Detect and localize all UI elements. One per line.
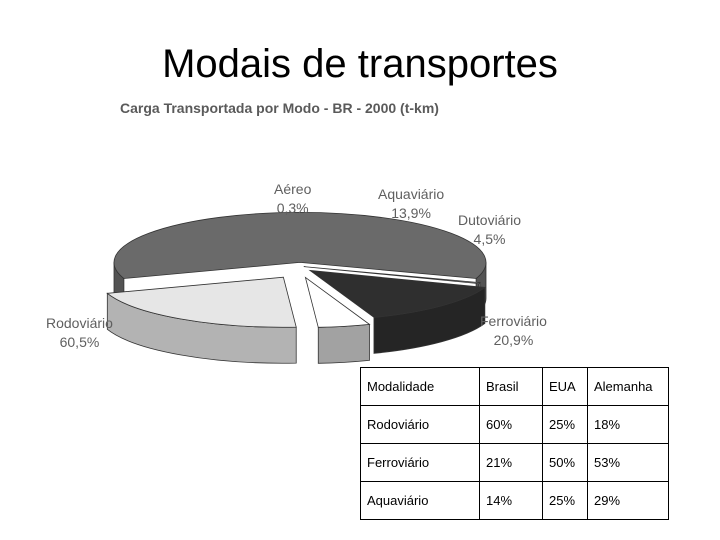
label-ferroviario: Ferroviário 20,9% xyxy=(480,312,547,350)
table-cell: 14% xyxy=(479,481,543,520)
table-header-cell: Modalidade xyxy=(360,367,480,406)
label-rodoviario: Rodoviário 60,5% xyxy=(46,314,113,352)
pie-slice-side xyxy=(317,323,370,364)
label-aquaviario-name: Aquaviário xyxy=(378,186,445,202)
table-row: Rodoviário 60% 25% 18% xyxy=(360,405,669,444)
table-cell: 60% xyxy=(479,405,543,444)
table-cell: Ferroviário xyxy=(360,443,480,482)
label-aquaviario: Aquaviário 13,9% xyxy=(378,185,444,223)
label-ferroviario-value: 20,9% xyxy=(493,332,534,348)
pie-slice-ferroviario xyxy=(106,276,297,364)
label-rodoviario-value: 60,5% xyxy=(59,334,100,350)
label-dutoviario-name: Dutoviário xyxy=(458,212,522,228)
label-aquaviario-value: 13,9% xyxy=(391,205,431,221)
pie-slice-top xyxy=(304,276,371,328)
pie-slice-top xyxy=(106,276,297,328)
table-header-cell: Brasil xyxy=(479,367,543,406)
table-row: Aquaviário 14% 25% 29% xyxy=(360,481,669,520)
pie-slice-top xyxy=(303,266,481,285)
table-header-row: Modalidade Brasil EUA Alemanha xyxy=(360,367,669,406)
table-cell: 18% xyxy=(587,405,669,444)
label-ferroviario-name: Ferroviário xyxy=(480,313,547,329)
table-header-cell: Alemanha xyxy=(587,367,669,406)
table-row: Ferroviário 21% 50% 53% xyxy=(360,443,669,482)
label-dutoviario: Dutoviário 4,5% xyxy=(458,211,521,249)
comparison-table: Modalidade Brasil EUA Alemanha Rodoviári… xyxy=(360,367,669,520)
table-cell: 50% xyxy=(542,443,588,482)
table-cell: 25% xyxy=(542,481,588,520)
table-cell: 53% xyxy=(587,443,669,482)
chart-title: Carga Transportada por Modo - BR - 2000 … xyxy=(120,100,439,116)
table-cell: 29% xyxy=(587,481,669,520)
label-aereo: Aéreo 0,3% xyxy=(274,180,311,218)
label-dutoviario-value: 4,5% xyxy=(473,231,506,247)
pie-slice-top xyxy=(308,269,486,318)
pie-slice-top xyxy=(113,212,487,279)
slide-title: Modais de transportes xyxy=(162,42,558,86)
table-cell: 21% xyxy=(479,443,543,482)
table-cell: Rodoviário xyxy=(360,405,480,444)
label-aereo-name: Aéreo xyxy=(274,181,312,197)
table-cell: Aquaviário xyxy=(360,481,480,520)
pie-slice-dutoviario xyxy=(304,276,371,364)
table-header-cell: EUA xyxy=(542,367,588,406)
label-rodoviario-name: Rodoviário xyxy=(46,315,113,331)
table-cell: 25% xyxy=(542,405,588,444)
label-aereo-value: 0,3% xyxy=(276,200,309,216)
pie-slice-aquaviario xyxy=(308,269,486,354)
